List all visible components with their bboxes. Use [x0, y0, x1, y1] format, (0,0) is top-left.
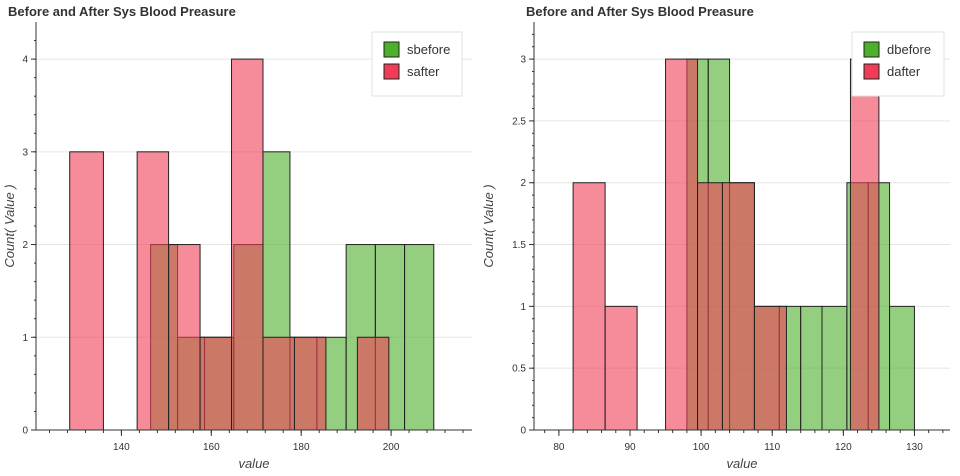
x-tick-label: 130	[906, 442, 923, 453]
x-tick-label: 80	[553, 442, 565, 453]
x-tick-label: 90	[624, 442, 636, 453]
bar-dafter	[697, 182, 723, 431]
chart-title: Before and After Sys Blood Preasure	[8, 4, 236, 19]
x-axis-label: value	[726, 456, 757, 471]
x-tick-label: 160	[203, 442, 220, 453]
y-tick-label: 3	[520, 55, 526, 66]
legend-swatch-dafter	[863, 63, 880, 80]
bar-safter	[136, 151, 170, 431]
x-tick-label: 100	[693, 442, 710, 453]
bar-dbefore	[889, 305, 915, 431]
bar-dbefore	[800, 305, 823, 431]
legend-swatch-dbefore	[863, 41, 880, 58]
bar-safter	[231, 58, 264, 431]
legend-label-dbefore: dbefore	[887, 42, 931, 57]
legend-swatch-sbefore	[383, 41, 400, 58]
bar-safter	[199, 336, 233, 431]
bar-safter	[293, 336, 327, 431]
bar-safter	[69, 151, 104, 431]
legend-label-dafter: dafter	[887, 64, 921, 79]
bar-dafter	[572, 182, 606, 431]
chart-panel-2: Before and After Sys Blood Preasure 0 0.5 1…	[481, 4, 950, 471]
chart-title: Before and After Sys Blood Preasure	[526, 4, 754, 19]
y-axis-label: Count( Value )	[2, 184, 17, 267]
y-tick-label: 2	[520, 178, 526, 189]
bar-safter	[356, 336, 390, 431]
y-axis-label: Count( Value )	[481, 184, 496, 267]
legend-swatch-safter	[383, 63, 400, 80]
bar-safter	[168, 244, 201, 431]
x-tick-label: 140	[113, 442, 130, 453]
legend: dbefore dafter	[851, 31, 945, 97]
y-tick-label: 2	[22, 240, 28, 251]
x-tick-label: 180	[293, 442, 310, 453]
bar-dafter	[849, 58, 880, 431]
bar-safter	[262, 336, 295, 431]
y-tick-label: 1.5	[512, 240, 526, 251]
y-tick-label: 2.5	[512, 116, 526, 127]
x-axis-label: value	[238, 456, 269, 471]
x-tick-label: 200	[383, 442, 400, 453]
y-tick-label: 0	[520, 426, 526, 437]
legend-label-safter: safter	[407, 64, 440, 79]
x-tick-label: 110	[764, 442, 780, 453]
bar-dafter	[753, 305, 787, 431]
x-tick-label: 120	[835, 442, 852, 453]
y-tick-label: 1	[22, 333, 28, 344]
y-tick-label: 0	[22, 426, 28, 437]
legend-label-sbefore: sbefore	[407, 42, 450, 57]
y-tick-label: 3	[22, 147, 28, 158]
chart-panel-1: Before and After Sys Blood Preasure 0 1 2 3 4…	[2, 4, 472, 471]
bar-dbefore	[821, 305, 848, 431]
y-tick-label: 1	[520, 302, 526, 313]
bar-dafter	[665, 58, 699, 431]
y-tick-label: 4	[22, 55, 28, 66]
bar-dafter	[604, 305, 638, 431]
y-tick-label: 0.5	[512, 364, 526, 375]
legend: sbefore safter	[371, 31, 463, 97]
bar-sbefore	[404, 244, 435, 431]
bar-dafter	[721, 182, 755, 431]
